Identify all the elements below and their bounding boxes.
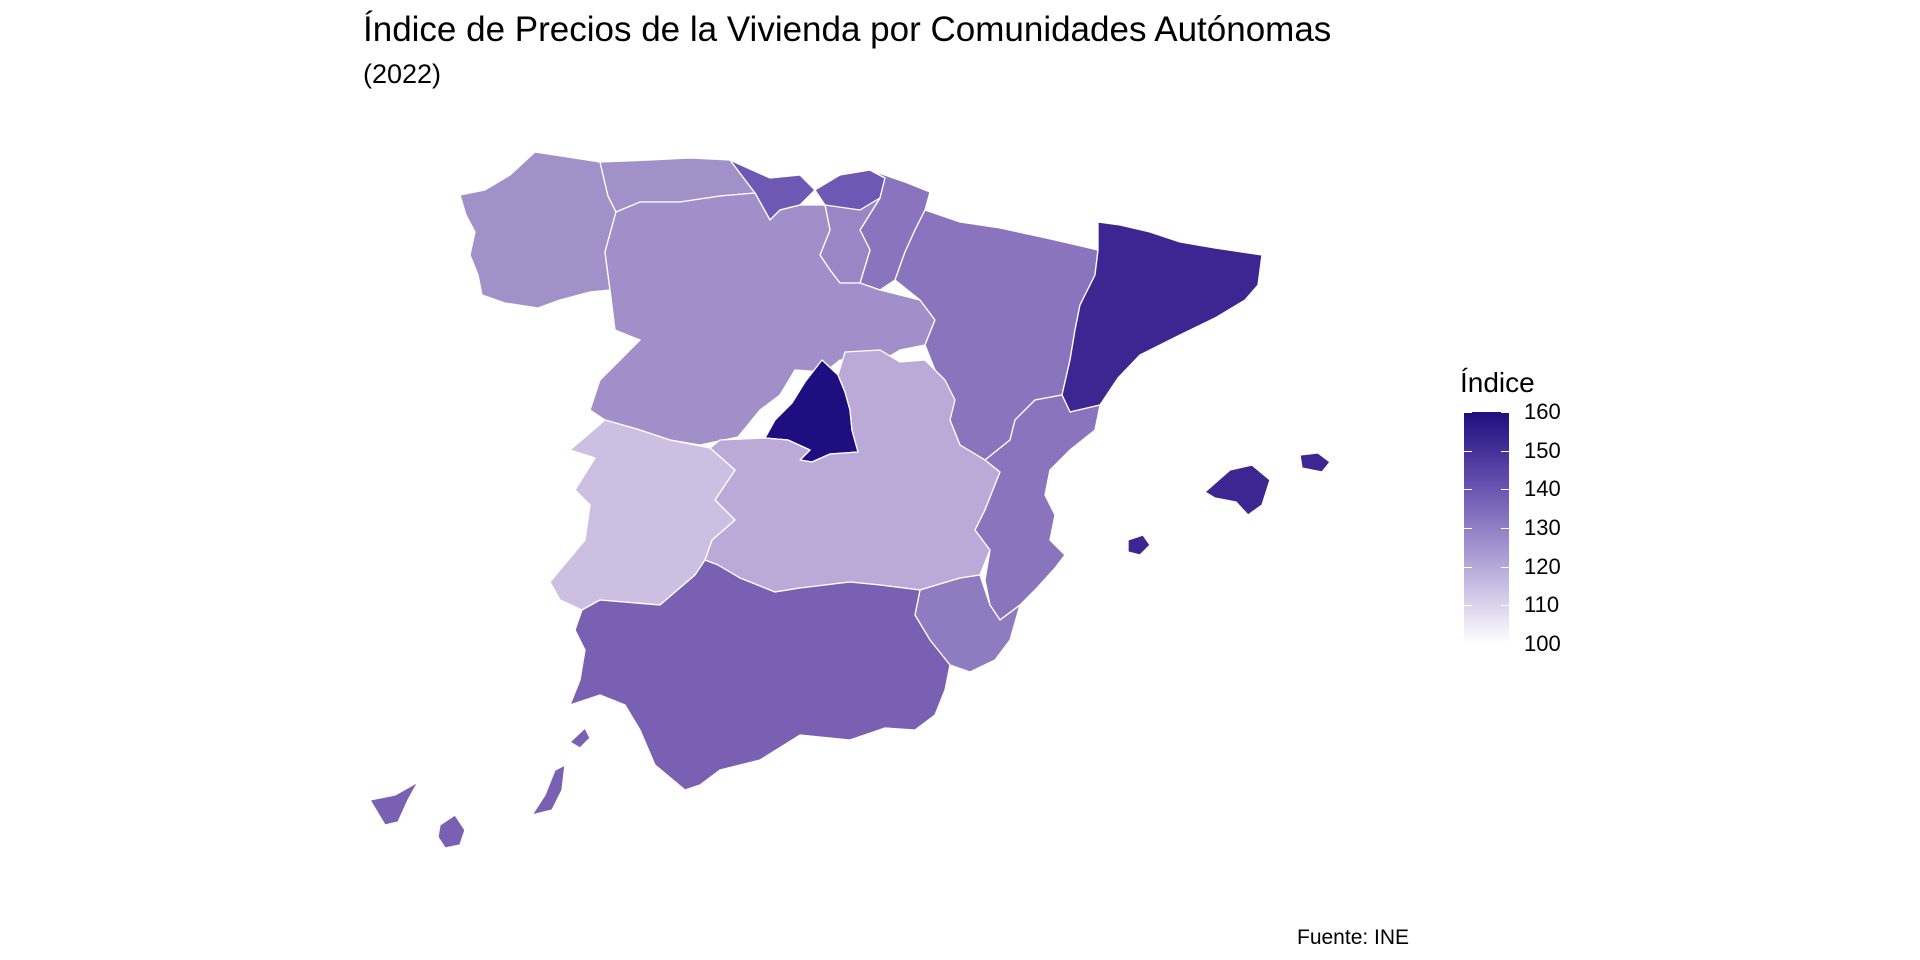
legend-tick-mark	[1464, 489, 1472, 491]
legend-tick-label: 130	[1524, 515, 1561, 540]
map-caption: Fuente: INE	[1297, 926, 1410, 949]
legend-tick-mark	[1501, 528, 1509, 529]
legend-tick-mark	[1501, 605, 1509, 607]
legend-title: Índice	[1460, 367, 1535, 398]
region-canarias[interactable]	[569, 727, 591, 749]
legend-tick-mark	[1464, 605, 1472, 607]
region-baleares[interactable]	[1204, 464, 1271, 516]
region-canarias[interactable]	[531, 764, 566, 816]
legend-tick-mark	[1501, 450, 1509, 452]
legend-tick-mark	[1464, 412, 1472, 413]
legend-tick-label: 140	[1524, 476, 1561, 502]
legend-tick-label: 160	[1524, 399, 1561, 424]
legend-tick-mark	[1501, 566, 1509, 568]
legend-tick-mark	[1464, 450, 1472, 452]
region-canarias[interactable]	[437, 814, 466, 849]
region-andalucia[interactable]	[569, 559, 951, 791]
legend-tick-mark	[1464, 644, 1472, 645]
region-galicia[interactable]	[459, 151, 617, 309]
region-cataluna[interactable]	[1061, 221, 1263, 413]
map-title: Índice de Precios de la Vivienda por Com…	[363, 10, 1332, 49]
region-canarias[interactable]	[369, 781, 419, 826]
legend-tick-label: 110	[1524, 592, 1560, 618]
legend-tick-mark	[1501, 489, 1509, 491]
legend-tick-label: 100	[1524, 631, 1561, 656]
legend-tick-mark	[1501, 412, 1509, 413]
legend-tick-label: 120	[1524, 553, 1561, 579]
map-subtitle: (2022)	[363, 59, 442, 89]
legend-tick-mark	[1501, 644, 1509, 645]
legend-tick-mark	[1464, 566, 1472, 568]
region-baleares[interactable]	[1299, 452, 1331, 473]
region-baleares[interactable]	[1127, 534, 1151, 556]
legend-tick-mark	[1464, 528, 1472, 529]
legend-tick-label: 150	[1524, 437, 1561, 463]
